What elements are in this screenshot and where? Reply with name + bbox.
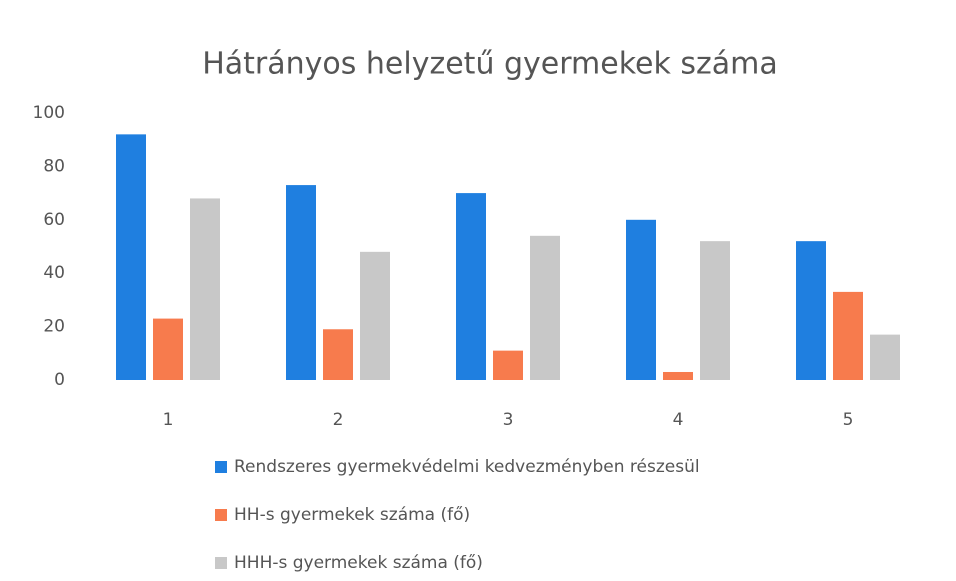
x-tick-label: 5 [843,410,854,430]
bar [626,219,656,380]
y-tick-label: 20 [43,317,65,337]
legend-swatch [215,557,227,569]
legend-label: HHH-s gyermekek száma (fő) [234,553,483,573]
bar [833,291,863,380]
bar [153,318,183,380]
bar [796,241,826,380]
y-tick-label: 40 [43,263,65,283]
legend-swatch [215,461,227,473]
bar [456,193,486,380]
legend-swatch [215,509,227,521]
y-tick-label: 60 [43,210,65,230]
legend-label: Rendszeres gyermekvédelmi kedvezményben … [234,457,700,477]
bar [286,185,316,380]
x-tick-label: 1 [163,410,174,430]
legend-label: HH-s gyermekek száma (fő) [234,505,470,525]
bar [530,235,560,380]
y-tick-label: 0 [54,370,65,390]
x-tick-label: 2 [333,410,344,430]
bar [360,251,390,380]
bar [323,329,353,380]
y-tick-label: 80 [43,156,65,176]
bar [493,350,523,380]
x-tick-label: 3 [503,410,514,430]
bar [190,198,220,380]
bar [116,134,146,380]
bar [870,334,900,380]
chart-title: Hátrányos helyzetű gyermekek száma [202,47,778,82]
bar [663,371,693,380]
x-tick-label: 4 [673,410,684,430]
y-tick-label: 100 [33,103,65,123]
bar [700,241,730,380]
